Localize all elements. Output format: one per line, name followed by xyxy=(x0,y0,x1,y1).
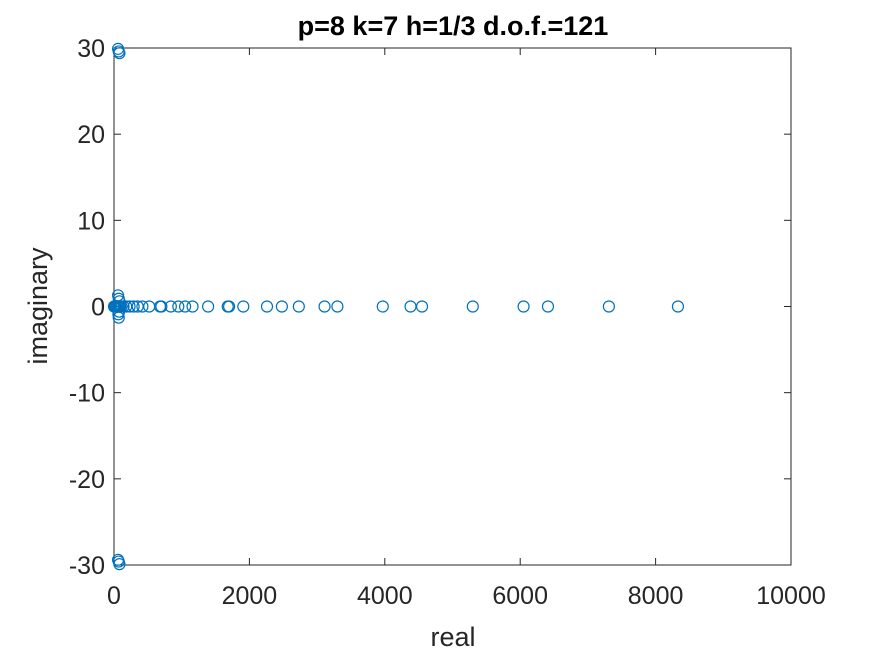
data-point-marker xyxy=(671,300,685,313)
data-point-marker xyxy=(466,300,479,313)
plot-area-frame xyxy=(113,47,792,566)
y-tick-label: -30 xyxy=(69,552,105,580)
x-tick-label: 6000 xyxy=(492,582,548,610)
data-point-marker xyxy=(136,300,149,313)
data-point-marker xyxy=(237,300,250,313)
axes xyxy=(113,47,792,566)
data-point-marker xyxy=(602,300,615,313)
data-point-marker xyxy=(178,300,192,313)
chart-title: p=8 k=7 h=1/3 d.o.f.=121 xyxy=(298,11,609,41)
x-tick-label: 4000 xyxy=(357,582,413,610)
y-tick-label: -10 xyxy=(69,380,105,408)
x-tick-label: 0 xyxy=(107,582,121,610)
data-point-marker xyxy=(541,300,555,313)
data-point-marker xyxy=(260,300,274,313)
x-tick-label: 8000 xyxy=(628,582,684,610)
data-point-marker xyxy=(275,300,288,313)
data-point-marker xyxy=(155,300,168,313)
data-point-marker xyxy=(222,300,236,313)
data-point-marker xyxy=(415,300,429,313)
x-axis-ticks: 0 2000 4000 6000 8000 10000 xyxy=(107,48,826,610)
y-tick-label: 10 xyxy=(77,207,105,235)
y-axis-label: imaginary xyxy=(23,247,53,365)
data-point-marker xyxy=(123,300,136,313)
y-tick-label: 20 xyxy=(77,121,105,149)
data-point-marker xyxy=(113,558,126,571)
data-point-marker xyxy=(186,300,199,313)
data-points xyxy=(107,42,685,571)
y-tick-label: 30 xyxy=(77,35,105,63)
data-point-marker xyxy=(113,47,126,60)
data-point-marker xyxy=(172,300,185,313)
x-axis-label: real xyxy=(430,622,475,652)
data-point-marker xyxy=(292,300,305,313)
data-point-marker xyxy=(517,300,530,313)
data-point-marker xyxy=(117,300,130,313)
data-point-marker xyxy=(376,300,389,313)
x-tick-label: 10000 xyxy=(756,582,826,610)
data-point-marker xyxy=(331,300,344,313)
data-point-marker xyxy=(164,300,177,313)
y-tick-label: -20 xyxy=(69,466,105,494)
data-point-marker xyxy=(318,300,331,313)
y-tick-label: 0 xyxy=(91,294,105,322)
y-axis-ticks: -30 -20 -10 0 10 20 30 xyxy=(69,35,791,580)
x-tick-label: 2000 xyxy=(222,582,278,610)
data-point-marker xyxy=(127,300,140,313)
data-point-marker xyxy=(202,300,215,313)
